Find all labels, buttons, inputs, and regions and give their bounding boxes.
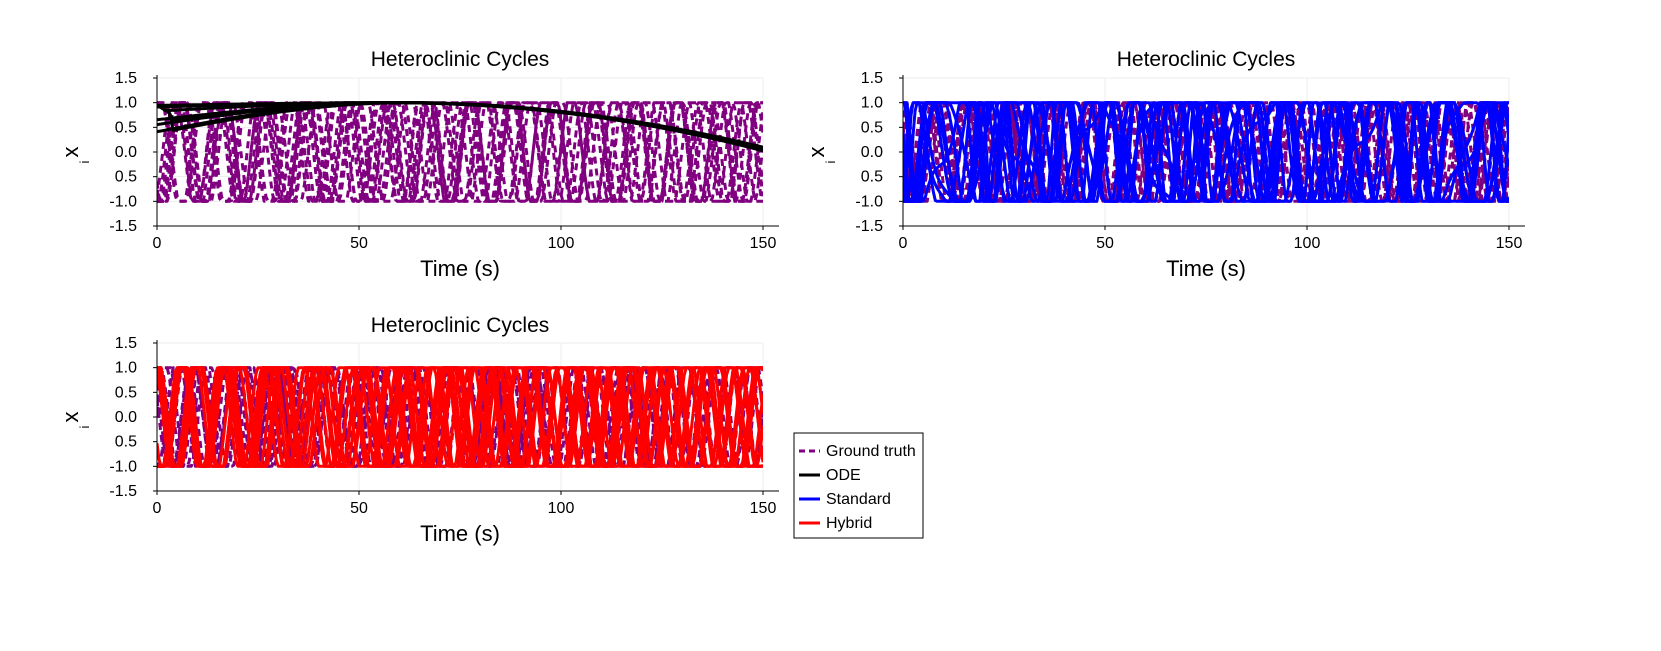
y-axis-label-subscript: i [823,160,838,163]
y-axis-label: x [58,147,83,158]
y-tick-label: 1.0 [115,95,137,112]
series-line [157,101,763,203]
legend-item-label: Hybrid [826,515,872,532]
y-tick-label: 0.0 [115,409,137,426]
series-line [903,101,1509,203]
x-tick-label: 150 [750,235,777,252]
y-tick-label: 0.5 [861,169,883,186]
panel-top-right: -1.5 -1.0 0.5 0.0 0.5 1.0 1.5 0 50 100 150 Heterocl… [804,48,1525,281]
y-tick-label: -1.0 [109,458,137,475]
y-tick-label: 1.0 [115,360,137,377]
series-line [157,366,763,468]
x-tick-label: 0 [153,500,162,517]
series-line [157,101,763,203]
y-tick-label: -1.5 [109,483,137,500]
y-axis-label-subscript: i [77,160,92,163]
series-line [157,101,763,150]
series-ode [157,101,763,153]
y-tick-label: 0.5 [115,169,137,186]
legend: Ground truth ODE Standard Hybrid [793,432,924,539]
x-axis-label: Time (s) [420,256,500,281]
series-line [157,101,763,203]
chart-title: Heteroclinic Cycles [1117,48,1296,71]
legend-item-label: ODE [826,467,861,484]
y-axis-label: x [804,147,829,158]
x-tick-label: 50 [350,500,368,517]
series-hybrid [157,366,763,468]
x-tick-label: 50 [1096,235,1114,252]
x-tick-label: 100 [1294,235,1321,252]
y-tick-label: 0.5 [115,119,137,136]
y-tick-label: -1.0 [855,193,883,210]
y-tick-label: 1.5 [115,335,137,352]
y-tick-label: 1.0 [861,95,883,112]
x-tick-label: 0 [899,235,908,252]
y-axis-label: x [58,412,83,423]
y-tick-label: 1.5 [115,70,137,87]
y-tick-label: -1.5 [109,218,137,235]
legend-item-label: Ground truth [826,443,916,460]
x-axis-label: Time (s) [420,521,500,546]
y-tick-label: 1.5 [861,70,883,87]
series-line [157,101,763,203]
legend-item-label: Standard [826,491,891,508]
y-tick-label: -1.5 [855,218,883,235]
x-tick-label: 0 [153,235,162,252]
x-tick-label: 150 [1496,235,1523,252]
y-tick-label: 0.0 [861,144,883,161]
panel-bottom-left: -1.5 -1.0 0.5 0.0 0.5 1.0 1.5 0 50 100 150 Heterocl… [58,314,779,546]
x-tick-label: 100 [548,500,575,517]
legend-box [793,432,924,539]
chart-title: Heteroclinic Cycles [371,314,550,337]
y-tick-label: 0.5 [115,434,137,451]
y-tick-label: 0.0 [115,144,137,161]
series-line [903,101,1509,203]
x-tick-label: 150 [750,500,777,517]
series-line [903,101,1509,203]
series-standard [903,101,1509,203]
y-tick-label: -1.0 [109,193,137,210]
x-tick-label: 100 [548,235,575,252]
y-tick-label: 0.5 [115,384,137,401]
series-line [903,101,1509,203]
y-tick-label: 0.5 [861,119,883,136]
panel-top-left: -1.5 -1.0 0.5 0.0 0.5 1.0 1.5 0 50 100 150 Heterocl… [58,48,779,281]
x-tick-label: 50 [350,235,368,252]
y-axis-label-subscript: i [77,425,92,428]
chart-title: Heteroclinic Cycles [371,48,550,71]
x-axis-label: Time (s) [1166,256,1246,281]
